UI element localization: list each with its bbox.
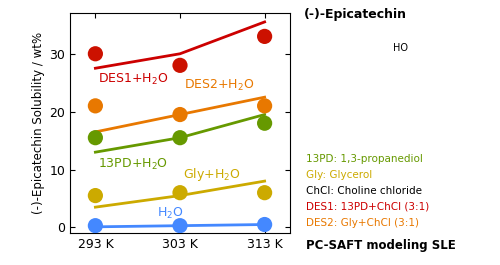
Text: DES2+H$_2$O: DES2+H$_2$O (184, 77, 254, 92)
Point (176, 63, 184, 68)
Point (92, 104, 100, 108)
Point (260, 121, 268, 125)
Text: ChCl: Choline chloride: ChCl: Choline chloride (306, 186, 422, 196)
Point (92, 136, 100, 140)
Point (260, 222, 268, 227)
Text: DES1: 13PD+ChCl (3:1): DES1: 13PD+ChCl (3:1) (306, 202, 429, 212)
Point (176, 112, 184, 117)
Point (176, 136, 184, 140)
Y-axis label: (-)-Epicatechin Solubility / wt%: (-)-Epicatechin Solubility / wt% (32, 32, 45, 214)
Text: DES1+H$_2$O: DES1+H$_2$O (98, 72, 168, 87)
Point (92, 193, 100, 198)
Point (176, 224, 184, 228)
Text: HO: HO (392, 43, 407, 53)
Text: PC-SAFT modeling SLE: PC-SAFT modeling SLE (306, 239, 456, 252)
Point (92, 52, 100, 56)
Text: (-)-Epicatechin: (-)-Epicatechin (304, 8, 407, 21)
Text: 13PD: 1,3-propanediol: 13PD: 1,3-propanediol (306, 154, 423, 164)
Point (260, 104, 268, 108)
Text: Gly: Glycerol: Gly: Glycerol (306, 170, 372, 180)
Text: DES2: Gly+ChCl (3:1): DES2: Gly+ChCl (3:1) (306, 218, 419, 228)
Point (176, 191, 184, 195)
Point (92, 224, 100, 228)
Point (260, 34, 268, 38)
Text: 13PD+H$_2$O: 13PD+H$_2$O (98, 157, 168, 173)
Text: H$_2$O: H$_2$O (157, 206, 184, 221)
Text: Gly+H$_2$O: Gly+H$_2$O (182, 166, 240, 183)
Point (260, 191, 268, 195)
